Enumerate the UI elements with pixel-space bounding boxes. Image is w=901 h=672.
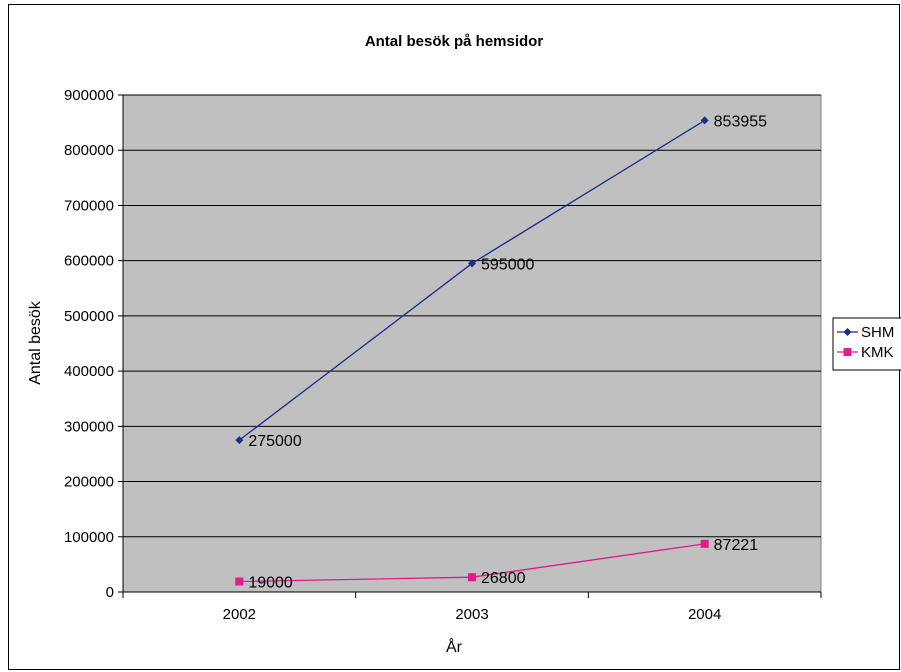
data-label-shm: 275000 (248, 433, 301, 450)
y-tick-label: 800000 (64, 142, 114, 159)
data-label-kmk: 87221 (714, 537, 759, 554)
y-tick-label: 300000 (64, 418, 114, 435)
data-label-shm: 853955 (714, 113, 767, 130)
legend-marker-shm (843, 328, 852, 336)
legend: SHM KMK (832, 317, 901, 371)
data-point-kmk (700, 539, 709, 548)
legend-marker-kmk (843, 348, 852, 356)
y-tick-label: 100000 (64, 529, 114, 546)
data-point-shm (700, 116, 709, 125)
y-tick-label: 0 (106, 584, 114, 601)
plot-area (122, 94, 822, 593)
x-tick-label: 2002 (223, 606, 256, 623)
legend-label-kmk: KMK (861, 344, 894, 361)
y-tick-label: 500000 (64, 308, 114, 325)
data-label-kmk: 26800 (481, 570, 526, 587)
data-point-shm (235, 436, 244, 445)
data-point-kmk (235, 577, 244, 586)
y-tick-label: 200000 (64, 474, 114, 491)
data-point-kmk (468, 573, 476, 582)
y-tick-label: 700000 (64, 197, 114, 214)
legend-label-shm: SHM (861, 324, 894, 341)
legend-box (832, 317, 901, 371)
x-tick-label: 2004 (688, 606, 721, 623)
data-label-kmk: 19000 (248, 575, 293, 592)
x-tick-label: 2003 (455, 606, 488, 623)
y-axis-title: Antal besök (27, 300, 44, 385)
y-tick-label: 900000 (64, 87, 114, 104)
y-tick-label: 400000 (64, 363, 114, 380)
data-label-shm: 595000 (481, 256, 534, 273)
y-tick-label: 600000 (64, 253, 114, 270)
chart-title: Antal besök på hemsidor (365, 33, 544, 50)
x-axis-title: År (446, 637, 463, 656)
data-point-shm (468, 259, 476, 268)
